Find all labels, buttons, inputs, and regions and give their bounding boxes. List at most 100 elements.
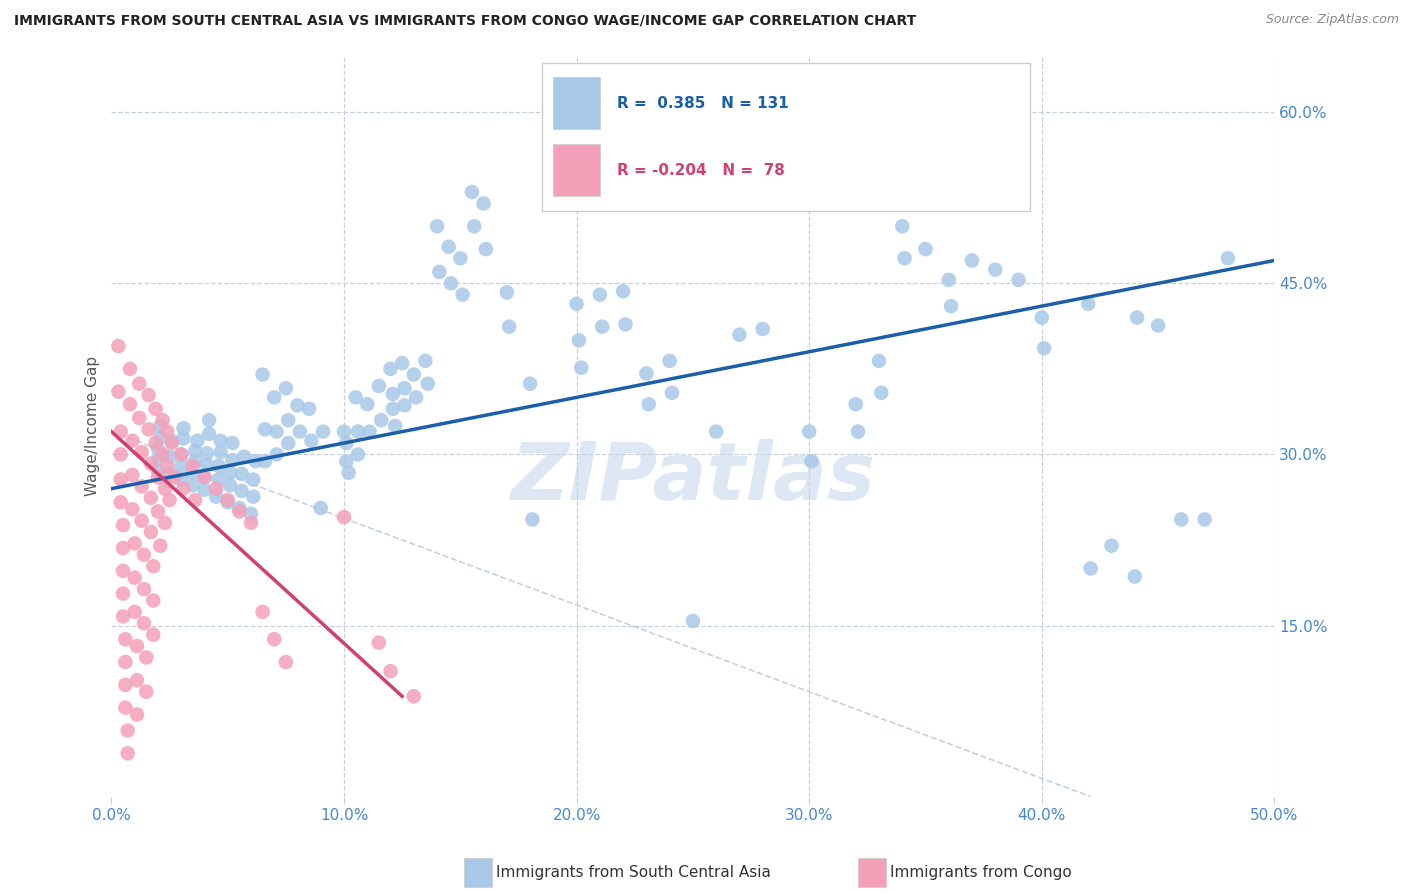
Point <box>1033 342 1056 356</box>
Point <box>217 495 239 509</box>
Point <box>152 447 174 461</box>
Text: Source: ZipAtlas.com: Source: ZipAtlas.com <box>1265 13 1399 27</box>
Point <box>146 442 169 456</box>
Point <box>131 445 153 459</box>
Point <box>173 432 195 446</box>
Point <box>112 564 135 578</box>
Point <box>124 536 146 550</box>
FancyBboxPatch shape <box>554 78 600 129</box>
Point <box>891 219 914 234</box>
Point <box>184 444 207 458</box>
Point <box>114 700 136 714</box>
Point <box>380 664 402 678</box>
Point <box>288 425 311 439</box>
Point <box>253 422 276 436</box>
Point <box>1147 318 1170 333</box>
Point <box>287 398 309 412</box>
Text: IMMIGRANTS FROM SOUTH CENTRAL ASIA VS IMMIGRANTS FROM CONGO WAGE/INCOME GAP CORR: IMMIGRANTS FROM SOUTH CENTRAL ASIA VS IM… <box>14 13 917 28</box>
Point <box>173 482 195 496</box>
Point <box>893 251 915 265</box>
Point <box>205 482 228 496</box>
Point <box>221 436 243 450</box>
Point <box>960 253 983 268</box>
Point <box>146 504 169 518</box>
Point <box>139 457 162 471</box>
Point <box>367 379 389 393</box>
Point <box>110 447 132 461</box>
Point <box>495 285 517 300</box>
Point <box>198 413 221 427</box>
Text: R =  0.385   N = 131: R = 0.385 N = 131 <box>617 95 789 111</box>
Point <box>173 421 195 435</box>
Point <box>266 425 288 439</box>
Point <box>472 196 495 211</box>
Point <box>219 478 242 492</box>
Point <box>142 628 165 642</box>
Point <box>347 447 370 461</box>
Point <box>209 434 232 448</box>
Point <box>658 354 681 368</box>
Point <box>427 265 450 279</box>
Point <box>186 434 208 448</box>
Point <box>263 632 285 647</box>
Point <box>381 387 404 401</box>
Point <box>266 447 288 461</box>
Point <box>233 450 256 464</box>
Point <box>347 425 370 439</box>
Point <box>868 354 890 368</box>
Point <box>149 430 172 444</box>
Point <box>121 467 143 482</box>
Point <box>231 483 253 498</box>
Point <box>125 639 148 653</box>
Point <box>170 458 193 473</box>
Point <box>301 434 323 448</box>
Point <box>384 418 406 433</box>
Point <box>146 465 169 479</box>
Point <box>118 397 141 411</box>
Point <box>121 434 143 448</box>
Point <box>449 251 471 265</box>
Point <box>426 219 449 234</box>
Point <box>198 426 221 441</box>
Point <box>228 504 250 518</box>
Point <box>170 447 193 461</box>
Point <box>156 458 179 473</box>
Point <box>451 287 474 301</box>
Point <box>205 490 228 504</box>
Point <box>110 425 132 439</box>
Point <box>704 425 727 439</box>
FancyBboxPatch shape <box>554 145 600 196</box>
Point <box>731 80 754 95</box>
Point <box>394 381 416 395</box>
Point <box>614 318 637 332</box>
Point <box>335 436 357 450</box>
Point <box>110 495 132 509</box>
Point <box>309 501 332 516</box>
Point <box>128 376 150 391</box>
Point <box>263 391 285 405</box>
Point <box>519 376 541 391</box>
Point <box>142 559 165 574</box>
Point <box>498 319 520 334</box>
Point <box>612 285 634 299</box>
Point <box>152 413 174 427</box>
Point <box>846 425 869 439</box>
Point <box>131 479 153 493</box>
Point <box>402 690 425 704</box>
Point <box>1194 512 1216 526</box>
Point <box>1031 310 1053 325</box>
Point <box>207 458 229 473</box>
Point <box>114 678 136 692</box>
Point <box>156 425 179 439</box>
Point <box>416 376 439 391</box>
Point <box>193 470 215 484</box>
Point <box>1216 251 1239 265</box>
Point <box>274 381 297 395</box>
Point <box>274 655 297 669</box>
Point <box>298 401 321 416</box>
Point <box>112 541 135 555</box>
FancyBboxPatch shape <box>541 62 1031 211</box>
Point <box>569 360 592 375</box>
Point <box>193 470 215 484</box>
Point <box>636 367 658 381</box>
